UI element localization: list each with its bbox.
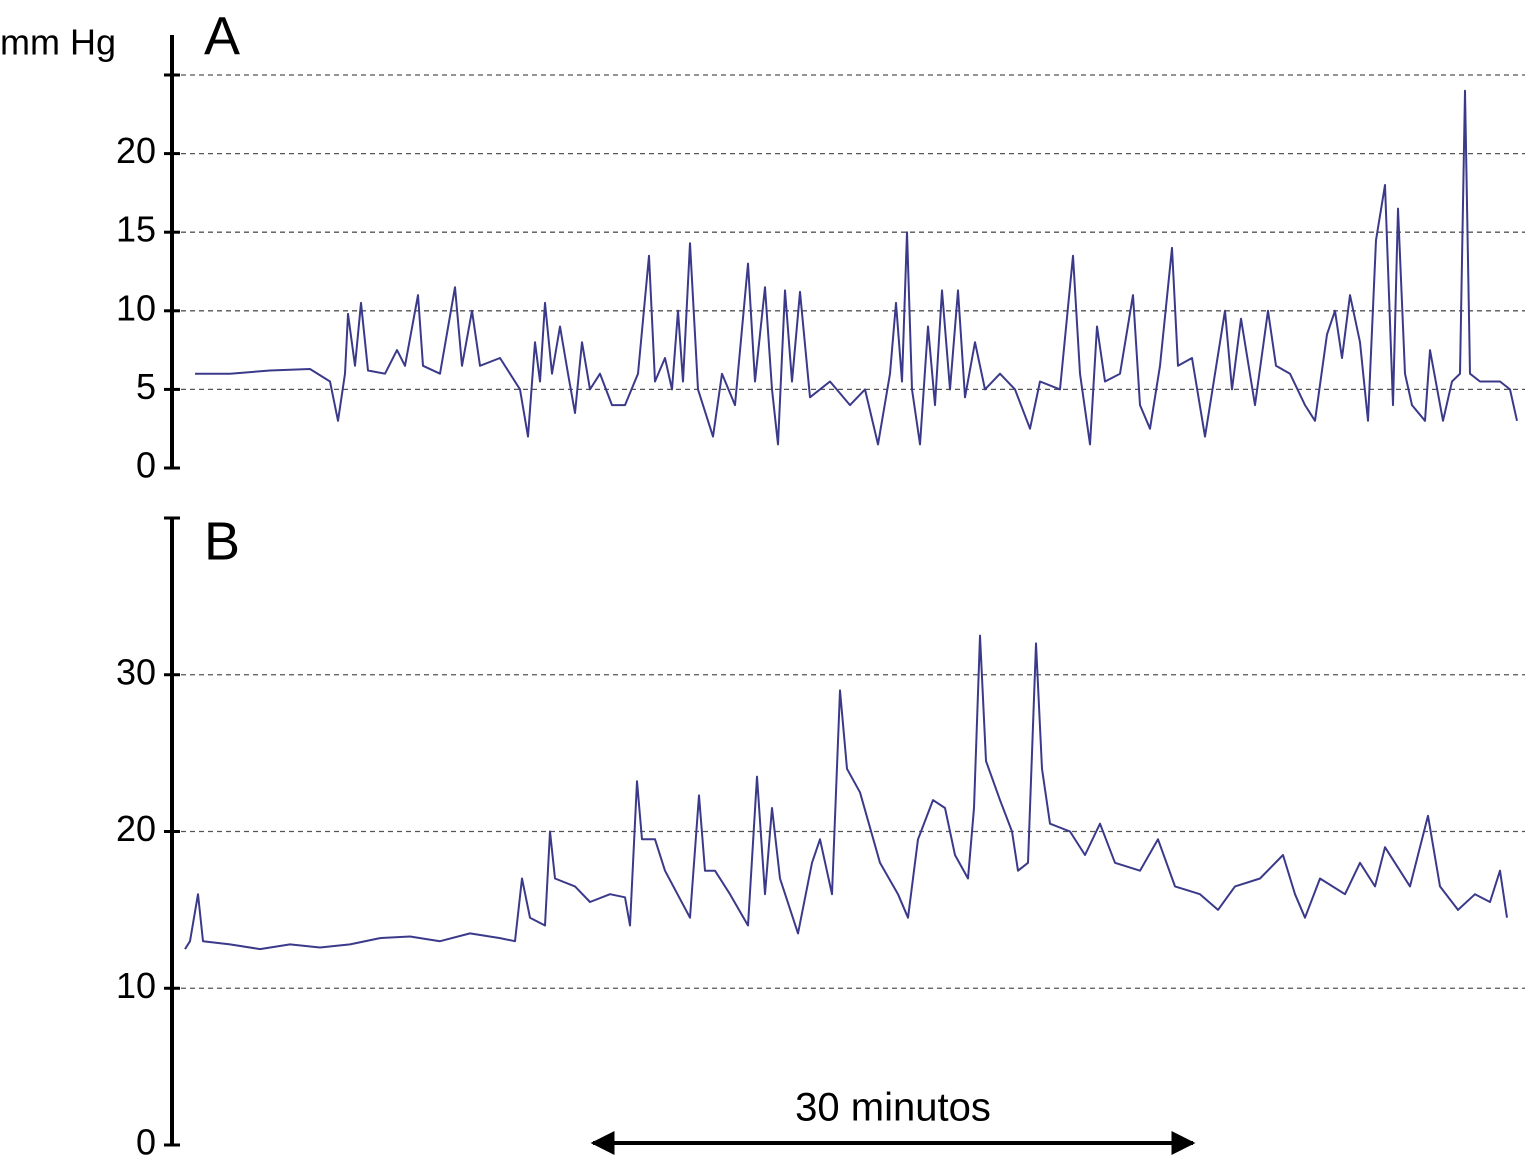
y-tick-label: 0 [136,445,156,486]
y-tick-label: 10 [116,287,156,328]
y-tick-label: 15 [116,209,156,250]
panel-label: A [204,6,240,66]
scale-bar-label: 30 minutos [795,1086,991,1130]
y-tick-label: 5 [136,366,156,407]
y-tick-label: 30 [116,651,156,692]
data-line [184,634,1508,951]
data-line [195,89,1518,446]
y-tick-label: 20 [116,808,156,849]
y-tick-label: 0 [136,1122,156,1163]
panel-label: B [204,511,240,571]
y-axis-label: mm Hg [0,22,116,63]
y-tick-label: 10 [116,965,156,1006]
y-tick-label: 20 [116,130,156,171]
